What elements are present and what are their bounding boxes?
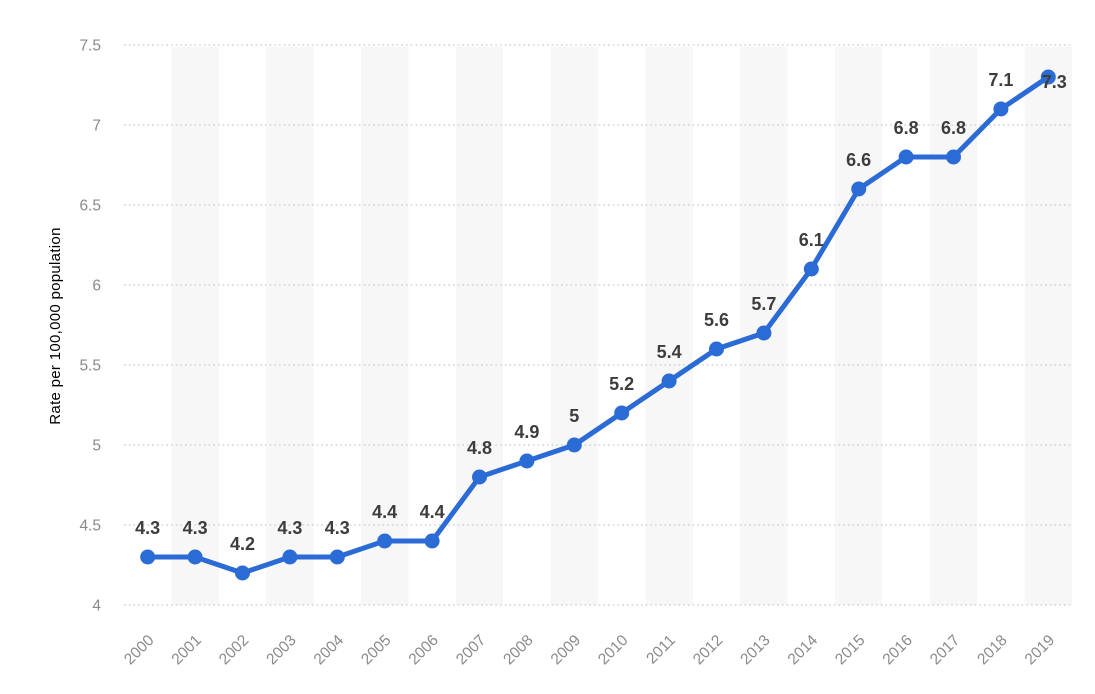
data-point-label: 6.6 — [846, 150, 871, 170]
x-tick-label: 2014 — [785, 632, 822, 669]
x-tick-label: 2009 — [548, 632, 584, 668]
data-point-label: 7.1 — [988, 70, 1013, 90]
data-point-marker[interactable] — [661, 373, 677, 389]
data-point-markers — [140, 69, 1056, 581]
x-tick-label: 2013 — [737, 632, 773, 668]
x-tick-label: 2015 — [832, 632, 868, 668]
x-tick-label: 2000 — [121, 632, 158, 669]
data-point-label: 5.7 — [751, 294, 776, 314]
data-point-label: 5.2 — [609, 374, 634, 394]
y-tick-label: 6 — [92, 278, 101, 295]
x-tick-label: 2017 — [927, 632, 963, 668]
data-point-marker[interactable] — [946, 149, 961, 165]
background-stripes — [171, 47, 1072, 605]
column-stripe — [171, 47, 219, 605]
x-tick-label: 2012 — [690, 632, 726, 668]
x-tick-label: 2018 — [974, 632, 1010, 668]
data-point-marker[interactable] — [1040, 69, 1056, 85]
column-stripe — [835, 47, 883, 605]
data-point-label: 4.3 — [183, 518, 208, 538]
y-tick-label: 6.5 — [79, 198, 101, 215]
data-point-label: 6.8 — [941, 118, 966, 138]
data-point-label: 6.8 — [894, 118, 919, 138]
data-point-label: 5 — [569, 406, 579, 426]
x-axis-tick-labels: 2000 2001 2002 2003 2004 2005 2006 2007 2008 2009… — [121, 632, 1058, 669]
column-stripe — [645, 47, 693, 605]
x-tick-label: 2005 — [358, 632, 394, 668]
gridlines — [124, 44, 1072, 606]
data-point-label: 4.8 — [467, 438, 492, 458]
y-tick-label: 5 — [92, 438, 101, 455]
data-line-group — [145, 74, 1051, 576]
data-point-marker[interactable] — [377, 533, 393, 549]
data-point-label: 4.3 — [325, 518, 350, 538]
data-point-label: 4.4 — [372, 502, 397, 522]
data-point-marker[interactable] — [282, 549, 298, 565]
data-point-marker[interactable] — [424, 533, 440, 549]
data-point-labels: 4.3 4.3 4.2 4.3 4.3 4.4 4.4 4.8 4.9 5 5.2 5.4 5.6 5.7… — [135, 70, 1067, 554]
x-tick-label: 2006 — [406, 632, 442, 668]
data-point-label: 4.2 — [230, 534, 255, 554]
x-tick-label: 2002 — [216, 632, 252, 668]
column-stripe — [550, 47, 598, 605]
column-stripe — [455, 47, 504, 605]
data-line — [145, 74, 1051, 576]
data-point-marker[interactable] — [329, 549, 345, 565]
data-point-label: 4.3 — [135, 518, 160, 538]
data-point-label: 4.9 — [514, 422, 539, 442]
data-point-marker[interactable] — [709, 341, 724, 357]
column-stripe — [361, 47, 409, 605]
column-stripe — [1024, 47, 1072, 605]
data-point-label: 4.3 — [277, 518, 302, 538]
data-point-label: 6.1 — [799, 230, 824, 250]
data-point-label: 5.4 — [657, 342, 682, 362]
x-tick-label: 2008 — [500, 632, 536, 668]
x-tick-label: 2007 — [453, 632, 489, 668]
x-tick-label: 2004 — [311, 632, 348, 669]
data-point-marker[interactable] — [235, 565, 250, 581]
data-point-marker[interactable] — [851, 181, 867, 197]
x-tick-label: 2019 — [1022, 632, 1058, 668]
data-point-label: 4.4 — [420, 502, 445, 522]
data-point-label: 5.6 — [704, 310, 729, 330]
data-point-marker[interactable] — [519, 453, 535, 469]
data-point-marker[interactable] — [756, 325, 772, 341]
y-axis-tick-labels: 4 4.5 5 5.5 6 6.5 7 7.5 — [79, 38, 101, 615]
data-point-marker[interactable] — [993, 101, 1009, 117]
y-tick-label: 5.5 — [79, 358, 101, 375]
data-point-marker[interactable] — [566, 437, 582, 453]
column-stripe — [266, 47, 314, 605]
y-tick-label: 7.5 — [79, 38, 101, 55]
x-tick-label: 2010 — [595, 632, 632, 669]
x-tick-label: 2016 — [880, 632, 916, 668]
data-point-marker[interactable] — [472, 469, 487, 485]
x-tick-label: 2011 — [643, 632, 679, 668]
data-point-marker[interactable] — [140, 549, 156, 565]
y-tick-label: 4.5 — [79, 518, 101, 535]
x-tick-label: 2003 — [263, 632, 299, 668]
data-point-marker[interactable] — [898, 149, 914, 165]
y-tick-label: 4 — [92, 598, 101, 615]
data-point-marker[interactable] — [614, 405, 630, 421]
x-tick-label: 2001 — [169, 632, 205, 668]
data-point-marker[interactable] — [803, 261, 819, 277]
y-tick-label: 7 — [92, 118, 101, 135]
y-axis-title: Rate per 100,000 population — [47, 227, 64, 424]
data-point-label: 7.3 — [1042, 72, 1067, 92]
data-point-marker[interactable] — [187, 549, 203, 565]
